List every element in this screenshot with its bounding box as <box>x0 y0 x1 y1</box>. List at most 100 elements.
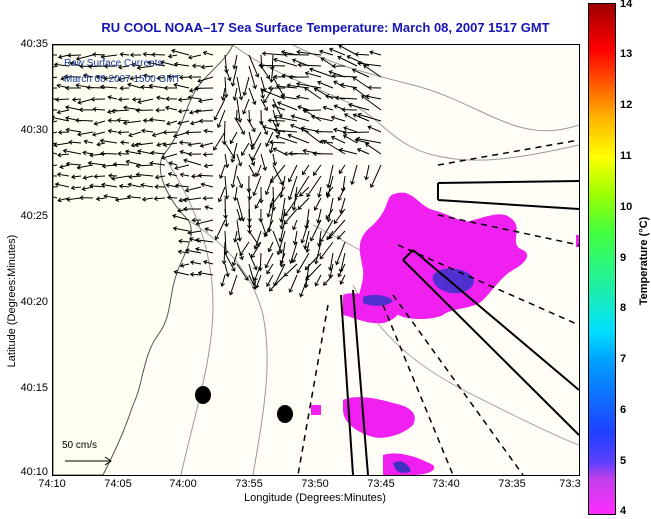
current-vector <box>279 175 286 199</box>
current-vector <box>110 175 130 181</box>
current-vector <box>253 263 262 282</box>
current-vector <box>156 95 166 101</box>
current-vector <box>369 164 382 189</box>
current-vector <box>220 274 226 287</box>
current-vector <box>279 252 286 265</box>
shipping-lane <box>437 199 579 210</box>
current-vector <box>187 151 202 157</box>
current-vector <box>149 117 166 123</box>
map-area[interactable] <box>52 44 580 476</box>
current-vector <box>220 87 226 101</box>
current-vector <box>195 246 214 254</box>
current-vector <box>239 241 250 257</box>
current-vector <box>60 76 70 81</box>
current-vector <box>234 109 240 122</box>
current-vector <box>62 148 82 155</box>
current-vector <box>355 136 382 144</box>
current-vector <box>309 219 322 242</box>
current-vector <box>203 128 214 134</box>
current-vector <box>357 112 382 122</box>
current-vector <box>279 197 286 223</box>
current-vector <box>96 141 106 147</box>
colorbar-tick: 9 <box>620 252 627 264</box>
current-vector <box>295 81 322 89</box>
current-vector <box>221 241 227 265</box>
current-vector <box>268 274 286 292</box>
current-vector <box>302 108 322 122</box>
current-vector <box>273 263 286 287</box>
current-vector <box>328 47 346 56</box>
scale-arrow <box>65 456 112 466</box>
current-vector <box>304 71 322 78</box>
current-vector <box>189 260 202 265</box>
current-vector <box>53 115 70 122</box>
cold-core <box>393 461 411 473</box>
current-vector <box>352 76 370 89</box>
current-vector <box>291 186 298 211</box>
current-vector <box>299 274 310 298</box>
current-vector <box>129 52 142 58</box>
current-vector <box>79 195 94 201</box>
current-vector <box>53 152 58 155</box>
current-vector <box>103 193 118 199</box>
overlay-line-1: Raw Surface Currents <box>64 58 163 69</box>
current-vector <box>141 128 154 134</box>
current-vector <box>317 186 322 198</box>
current-vector <box>272 120 281 135</box>
current-vector <box>141 196 154 202</box>
current-vector <box>114 197 130 203</box>
current-vector <box>247 186 253 201</box>
current-vector <box>267 118 286 123</box>
current-vector <box>107 128 118 134</box>
current-vector <box>224 252 236 272</box>
current-vector <box>135 163 154 169</box>
contour-line <box>292 45 579 132</box>
current-vector <box>338 45 358 56</box>
current-vector <box>337 230 346 240</box>
current-vector <box>325 208 334 220</box>
current-vector <box>77 98 94 105</box>
temperature-colorbar <box>588 3 616 515</box>
current-vector <box>137 98 154 105</box>
current-vector <box>163 85 178 91</box>
current-vector <box>162 129 178 135</box>
current-vector <box>251 142 262 162</box>
x-tick: 73:45 <box>367 478 395 490</box>
shipping-lane <box>412 249 579 391</box>
current-vector <box>269 65 275 83</box>
map-title: RU COOL NOAA–17 Sea Surface Temperature:… <box>101 20 550 35</box>
current-vector <box>337 263 346 278</box>
current-vector <box>248 164 256 178</box>
x-tick: 73:55 <box>235 478 263 490</box>
colorbar-tick: 7 <box>620 353 627 365</box>
current-vector <box>187 54 202 60</box>
current-vector <box>74 117 94 123</box>
current-vector <box>330 115 346 122</box>
current-vector <box>155 107 166 113</box>
current-vector <box>252 175 262 197</box>
contour-line <box>187 219 268 475</box>
current-vector <box>277 101 298 111</box>
current-vector <box>191 63 202 69</box>
current-vector <box>171 213 190 221</box>
current-vectors <box>53 45 382 298</box>
current-vector <box>172 226 190 232</box>
current-vector <box>71 97 82 102</box>
current-vector <box>254 274 262 289</box>
current-vector <box>280 94 298 100</box>
sst-patch <box>358 192 528 320</box>
current-vector <box>156 75 166 81</box>
current-vector <box>350 164 358 186</box>
current-vector <box>299 186 310 197</box>
current-vector <box>229 131 238 145</box>
current-vector <box>53 109 58 111</box>
current-vector <box>168 161 178 166</box>
current-vector <box>273 114 298 122</box>
current-vector <box>248 252 258 271</box>
current-vector <box>310 114 334 122</box>
current-vector <box>146 60 166 67</box>
current-vector <box>135 172 154 178</box>
current-vector <box>174 183 190 189</box>
current-vector <box>195 237 214 243</box>
current-vector <box>117 151 130 157</box>
